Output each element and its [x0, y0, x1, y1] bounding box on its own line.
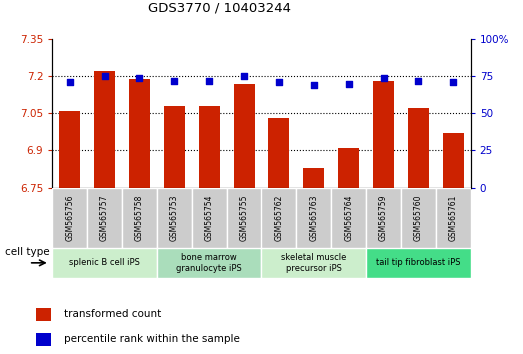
Bar	[226, 188, 262, 248]
Bar	[373, 81, 394, 188]
Text: GSM565756: GSM565756	[65, 194, 74, 241]
Text: GSM565764: GSM565764	[344, 194, 353, 241]
Text: GSM565759: GSM565759	[379, 194, 388, 241]
Text: bone marrow
granulocyte iPS: bone marrow granulocyte iPS	[176, 253, 242, 273]
Bar	[157, 248, 262, 278]
Text: transformed count: transformed count	[64, 309, 161, 319]
Text: GSM565761: GSM565761	[449, 194, 458, 241]
Point	[345, 81, 353, 86]
Bar	[122, 188, 157, 248]
Point	[310, 82, 318, 88]
Point	[414, 78, 423, 84]
Bar	[443, 133, 464, 188]
Text: GSM565754: GSM565754	[204, 194, 214, 241]
Text: GSM565758: GSM565758	[135, 194, 144, 241]
Bar	[262, 248, 366, 278]
Bar	[297, 188, 331, 248]
Bar	[331, 188, 366, 248]
Bar	[36, 333, 51, 346]
Text: GSM565762: GSM565762	[275, 194, 283, 241]
Point	[240, 73, 248, 79]
Text: GSM565763: GSM565763	[309, 194, 319, 241]
Bar	[192, 188, 226, 248]
Bar	[52, 188, 87, 248]
Bar	[129, 79, 150, 188]
Text: GSM565757: GSM565757	[100, 194, 109, 241]
Point	[65, 79, 74, 85]
Text: GDS3770 / 10403244: GDS3770 / 10403244	[148, 2, 291, 15]
Point	[205, 78, 213, 84]
Bar	[401, 188, 436, 248]
Bar	[436, 188, 471, 248]
Point	[170, 78, 178, 84]
Text: tail tip fibroblast iPS: tail tip fibroblast iPS	[376, 258, 461, 267]
Point	[275, 79, 283, 85]
Bar	[52, 248, 157, 278]
Bar	[366, 188, 401, 248]
Bar	[199, 106, 220, 188]
Bar	[366, 248, 471, 278]
Point	[100, 73, 109, 79]
Text: GSM565760: GSM565760	[414, 194, 423, 241]
Point	[379, 75, 388, 80]
Point	[135, 75, 144, 80]
Bar	[262, 188, 297, 248]
Bar	[408, 108, 429, 188]
Bar	[94, 71, 115, 188]
Point	[449, 79, 458, 85]
Bar	[303, 168, 324, 188]
Bar	[338, 148, 359, 188]
Bar	[234, 84, 255, 188]
Bar	[268, 118, 289, 188]
Bar	[36, 308, 51, 321]
Bar	[164, 106, 185, 188]
Text: cell type: cell type	[5, 247, 50, 257]
Text: GSM565753: GSM565753	[170, 194, 179, 241]
Text: skeletal muscle
precursor iPS: skeletal muscle precursor iPS	[281, 253, 346, 273]
Text: splenic B cell iPS: splenic B cell iPS	[69, 258, 140, 267]
Bar	[87, 188, 122, 248]
Bar	[59, 111, 80, 188]
Bar	[157, 188, 192, 248]
Text: GSM565755: GSM565755	[240, 194, 248, 241]
Text: percentile rank within the sample: percentile rank within the sample	[64, 335, 240, 344]
